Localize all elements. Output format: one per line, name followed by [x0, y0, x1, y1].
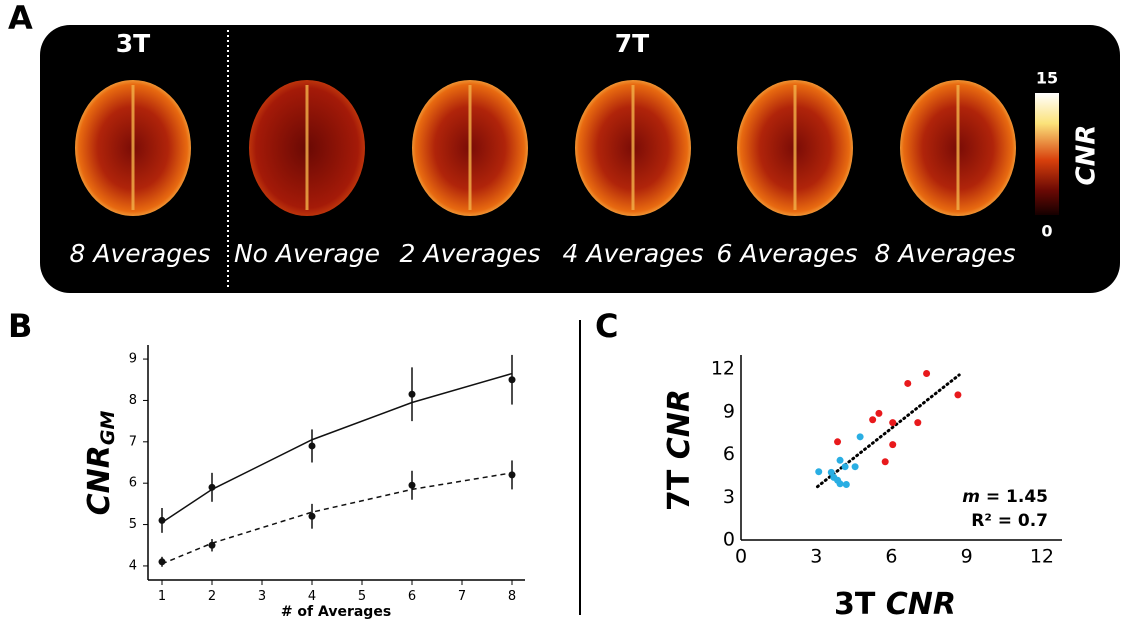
y-tick-label: 6	[129, 476, 137, 491]
y-axis-label-text: 7T	[662, 469, 697, 511]
x-tick-label: 2	[208, 589, 216, 604]
y-axis-label: CNRGM	[82, 411, 119, 516]
y-tick-label: 3	[723, 486, 735, 508]
figure: A 3T 7T 8 Averages No Average 2 Averages…	[0, 0, 1138, 627]
annotation-symbol: m	[962, 487, 980, 507]
y-tick-label: 7	[129, 434, 137, 449]
y-tick-label: 5	[129, 517, 137, 532]
y-tick-label: 9	[723, 400, 735, 422]
colorbar-tick: 0	[1041, 222, 1052, 241]
data-point	[889, 441, 896, 448]
data-point	[209, 542, 216, 549]
annotation: m = 1.45	[962, 487, 1048, 507]
data-point	[857, 433, 864, 440]
y-tick-label: 9	[129, 352, 137, 367]
data-point	[923, 370, 930, 377]
y-tick-label: 4	[129, 558, 137, 573]
x-tick-label: 7	[458, 589, 466, 604]
x-tick-label: 6	[885, 546, 897, 568]
data-point	[509, 471, 516, 478]
x-tick-label: 6	[408, 589, 416, 604]
caption: 8 Averages	[69, 239, 210, 268]
caption: 4 Averages	[562, 239, 703, 268]
data-point	[843, 481, 850, 488]
data-point	[842, 463, 849, 470]
data-point	[904, 380, 911, 387]
data-point	[834, 477, 841, 484]
panel-label: C	[595, 307, 618, 345]
x-tick-label: 12	[1030, 546, 1054, 568]
x-tick-label: 3	[810, 546, 822, 568]
colorbar	[1035, 93, 1059, 215]
trend-line	[817, 375, 959, 487]
data-point	[159, 558, 166, 565]
fit-line	[162, 374, 512, 523]
data-point	[409, 391, 416, 398]
y-tick-label: 0	[723, 529, 735, 551]
y-axis-label-subscript: GM	[97, 411, 119, 446]
caption: 8 Averages	[874, 239, 1015, 268]
caption: 6 Averages	[716, 239, 857, 268]
data-point	[209, 484, 216, 491]
x-tick-label: 5	[358, 589, 366, 604]
data-point	[852, 463, 859, 470]
x-tick-label: 4	[308, 589, 316, 604]
y-tick-label: 8	[129, 393, 137, 408]
annotation-text: = 1.45	[986, 487, 1048, 507]
data-point	[882, 458, 889, 465]
panel-label: A	[8, 0, 33, 37]
caption: 2 Averages	[399, 239, 540, 268]
data-point	[914, 419, 921, 426]
group-label: 7T	[615, 29, 649, 58]
colorbar-tick: 15	[1036, 69, 1058, 88]
colorbar-title: CNR	[1072, 125, 1102, 186]
data-point	[834, 438, 841, 445]
y-axis-label-italic: CNR	[662, 389, 697, 459]
data-point	[869, 416, 876, 423]
x-axis-label-italic: CNR	[886, 587, 956, 622]
x-axis-label: 3T CNR	[834, 587, 956, 622]
x-tick-label: 0	[735, 546, 747, 568]
data-point	[815, 468, 822, 475]
y-tick-label: 6	[723, 443, 735, 465]
annotation: R² = 0.7	[971, 511, 1048, 531]
caption: No Average	[234, 239, 380, 268]
group-label: 3T	[116, 29, 150, 58]
data-point	[837, 457, 844, 464]
data-point	[875, 410, 882, 417]
x-tick-label: 3	[258, 589, 266, 604]
data-point	[409, 482, 416, 489]
data-point	[159, 517, 166, 524]
panel-label: B	[8, 307, 32, 345]
x-axis-label: # of Averages	[281, 604, 391, 620]
y-axis-label-text: CNR	[82, 445, 117, 515]
data-point	[509, 376, 516, 383]
data-point	[309, 442, 316, 449]
x-tick-label: 9	[961, 546, 973, 568]
data-point	[309, 513, 316, 520]
data-point	[954, 391, 961, 398]
x-axis-label-text: 3T	[834, 587, 876, 622]
x-tick-label: 1	[158, 589, 166, 604]
data-point	[889, 419, 896, 426]
x-tick-label: 8	[508, 589, 516, 604]
y-axis-label: 7T CNR	[662, 389, 697, 511]
y-tick-label: 12	[711, 358, 735, 380]
